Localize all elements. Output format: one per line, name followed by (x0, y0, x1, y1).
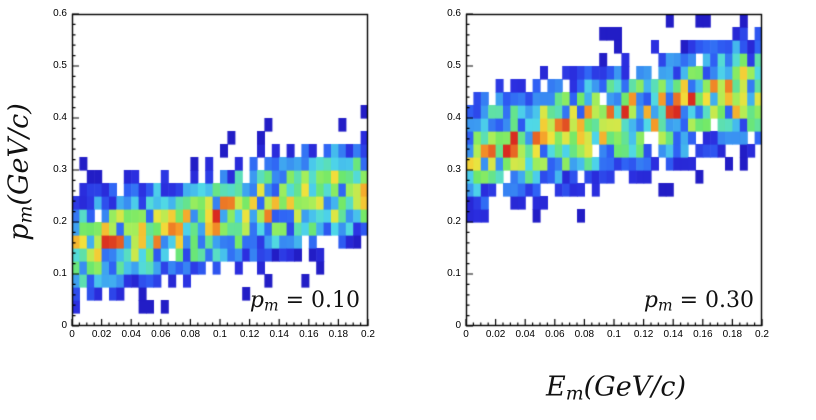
annotation-value: = 0.10 (278, 287, 360, 313)
y-tick-label: 0.5 (447, 60, 461, 71)
x-tick-label: 0.1 (607, 329, 621, 340)
annotation-subscript: m (263, 296, 279, 314)
y-tick-label: 0.3 (447, 164, 461, 175)
x-tick-label: 0.2 (755, 329, 769, 340)
x-tick-label: 0.08 (574, 329, 595, 340)
x-tick-label: 0.14 (663, 329, 683, 340)
y-tick-label: 0.1 (53, 268, 67, 279)
x-tick-label: 0.18 (328, 329, 349, 340)
right-histogram-canvas (430, 4, 770, 354)
y-tick-label: 0.5 (53, 60, 67, 71)
y-tick-label: 0.4 (447, 112, 461, 123)
x-tick-label: 0.04 (121, 329, 141, 340)
x-tick-label: 0.02 (485, 329, 506, 340)
y-tick-label: 0.2 (447, 216, 461, 227)
annotation-subscript: m (657, 296, 673, 314)
y-tick-label: 0.4 (53, 112, 67, 123)
annotation-variable: p (249, 287, 264, 313)
x-tick-label: 0.04 (515, 329, 535, 340)
left-histogram-panel: pm = 0.10 0 0.02 0.04 0.06 0.08 0.1 0.12 0.14 0.… (36, 4, 376, 354)
x-tick-label: 0 (69, 329, 75, 340)
y-tick-label: 0 (455, 320, 461, 331)
annotation-value: = 0.30 (672, 287, 754, 313)
y-axis-subscript: m (14, 205, 37, 224)
left-plot-annotation: pm = 0.10 (250, 288, 360, 314)
x-tick-label: 0.12 (633, 329, 654, 340)
x-axis-subscript: m (565, 382, 584, 405)
x-tick-label: 0.12 (239, 329, 260, 340)
x-tick-label: 0.08 (180, 329, 201, 340)
y-axis-variable: p (3, 223, 35, 241)
x-tick-label: 0.2 (361, 329, 375, 340)
y-tick-label: 0.3 (53, 164, 67, 175)
y-axis-units: (GeV/c) (3, 103, 35, 206)
y-tick-label: 0 (61, 320, 67, 331)
x-tick-label: 0.1 (213, 329, 227, 340)
y-tick-label: 0.6 (53, 8, 67, 19)
right-plot-annotation: pm = 0.30 (644, 288, 754, 314)
x-tick-label: 0.06 (545, 329, 565, 340)
y-tick-label: 0.2 (53, 216, 67, 227)
x-tick-label: 0.18 (722, 329, 743, 340)
right-histogram-panel: pm = 0.30 0 0.02 0.04 0.06 0.08 0.1 0.12 0.14 0.… (430, 4, 770, 354)
x-axis-variable: E (546, 371, 566, 403)
annotation-variable: p (643, 287, 658, 313)
x-tick-label: 0.06 (151, 329, 171, 340)
x-axis-units: (GeV/c) (583, 371, 686, 403)
x-tick-label: 0 (463, 329, 469, 340)
x-tick-label: 0.16 (299, 329, 319, 340)
x-tick-label: 0.14 (269, 329, 289, 340)
left-histogram-canvas (36, 4, 376, 354)
x-tick-label: 0.02 (91, 329, 112, 340)
y-tick-label: 0.6 (447, 8, 461, 19)
x-axis-label: Em(GeV/c) (546, 371, 686, 404)
x-tick-label: 0.16 (693, 329, 713, 340)
y-tick-label: 0.1 (447, 268, 461, 279)
y-axis-label: pm(GeV/c) (3, 103, 36, 241)
